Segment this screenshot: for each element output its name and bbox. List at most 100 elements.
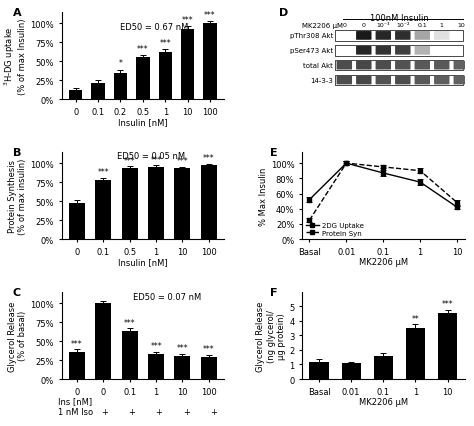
- Bar: [203, 24, 217, 100]
- Text: ***: ***: [442, 299, 453, 308]
- Bar: [335, 75, 463, 86]
- Text: ***: ***: [203, 344, 215, 353]
- 2DG Uptake: [418, 180, 423, 185]
- 2DG Uptake: [307, 198, 312, 203]
- FancyBboxPatch shape: [434, 76, 449, 85]
- Text: 10: 10: [457, 23, 465, 28]
- Protein Syn: [307, 218, 312, 223]
- Bar: [181, 30, 194, 100]
- Text: ***: ***: [124, 318, 136, 327]
- 2DG Uptake: [454, 205, 460, 210]
- Text: 1 nM Iso: 1 nM Iso: [58, 407, 93, 416]
- FancyBboxPatch shape: [395, 32, 410, 41]
- FancyBboxPatch shape: [375, 76, 391, 85]
- FancyBboxPatch shape: [375, 47, 391, 55]
- Bar: [148, 167, 164, 239]
- FancyBboxPatch shape: [415, 32, 430, 41]
- Bar: [69, 203, 85, 239]
- Text: ***: ***: [177, 157, 188, 166]
- Text: +: +: [128, 407, 135, 416]
- Text: 0: 0: [342, 23, 346, 28]
- Protein Syn: [418, 169, 423, 174]
- FancyBboxPatch shape: [375, 62, 391, 70]
- Line: Protein Syn: Protein Syn: [307, 161, 459, 223]
- Bar: [174, 169, 191, 239]
- Text: 10⁻³: 10⁻³: [376, 23, 390, 28]
- FancyBboxPatch shape: [415, 47, 430, 55]
- Bar: [69, 353, 85, 379]
- 2DG Uptake: [381, 171, 386, 176]
- Text: E: E: [270, 148, 277, 158]
- Text: 10⁻²: 10⁻²: [396, 23, 410, 28]
- FancyBboxPatch shape: [337, 76, 352, 85]
- Y-axis label: % Max Insulin: % Max Insulin: [259, 167, 268, 225]
- Text: 1: 1: [440, 23, 444, 28]
- Text: ***: ***: [204, 11, 216, 20]
- Text: *: *: [118, 59, 122, 68]
- FancyBboxPatch shape: [415, 76, 430, 85]
- FancyBboxPatch shape: [434, 32, 449, 41]
- Bar: [335, 61, 463, 71]
- Text: **: **: [411, 314, 419, 323]
- Line: 2DG Uptake: 2DG Uptake: [307, 161, 459, 210]
- Text: pSer473 Akt: pSer473 Akt: [290, 48, 333, 54]
- Bar: [335, 46, 463, 56]
- Text: +: +: [210, 407, 217, 416]
- Text: 14-3-3: 14-3-3: [310, 78, 333, 84]
- Bar: [310, 362, 328, 379]
- Y-axis label: $^3$H-DG uptake
(% of max Insulin): $^3$H-DG uptake (% of max Insulin): [3, 18, 27, 95]
- Text: 100nM Insulin: 100nM Insulin: [370, 14, 429, 23]
- Bar: [158, 53, 172, 100]
- FancyBboxPatch shape: [375, 32, 391, 41]
- Legend: 2DG Uptake, Protein Syn: 2DG Uptake, Protein Syn: [306, 223, 364, 236]
- Text: pThr308 Akt: pThr308 Akt: [290, 33, 333, 39]
- Text: +: +: [101, 407, 108, 416]
- Bar: [438, 314, 457, 379]
- Text: C: C: [13, 288, 21, 297]
- Bar: [342, 363, 361, 379]
- Text: ***: ***: [150, 155, 162, 164]
- Text: ***: ***: [159, 39, 171, 48]
- X-axis label: MK2206 μM: MK2206 μM: [359, 397, 408, 406]
- Text: ED50 = 0.67 nM: ED50 = 0.67 nM: [120, 23, 188, 32]
- Text: MK2206 μM: MK2206 μM: [302, 23, 343, 29]
- Text: ***: ***: [177, 344, 188, 353]
- Bar: [174, 357, 191, 379]
- FancyBboxPatch shape: [356, 76, 372, 85]
- Text: ***: ***: [203, 154, 215, 163]
- Text: ***: ***: [137, 45, 149, 54]
- FancyBboxPatch shape: [454, 62, 469, 70]
- Text: +: +: [155, 407, 163, 416]
- FancyBboxPatch shape: [395, 47, 410, 55]
- Y-axis label: Glycerol Release
(% of basal): Glycerol Release (% of basal): [8, 300, 27, 371]
- FancyBboxPatch shape: [356, 47, 372, 55]
- FancyBboxPatch shape: [454, 76, 469, 85]
- X-axis label: MK2206 μM: MK2206 μM: [359, 258, 408, 267]
- Text: ***: ***: [182, 16, 193, 25]
- Bar: [201, 166, 217, 239]
- Bar: [335, 31, 463, 42]
- Bar: [91, 83, 105, 100]
- Text: D: D: [279, 9, 289, 18]
- Bar: [95, 180, 111, 239]
- Bar: [374, 356, 393, 379]
- FancyBboxPatch shape: [337, 62, 352, 70]
- Bar: [406, 328, 425, 379]
- Text: A: A: [13, 9, 21, 18]
- Protein Syn: [381, 165, 386, 170]
- Y-axis label: Glycerol Release
(ng glycerol/
μg protein): Glycerol Release (ng glycerol/ μg protei…: [256, 300, 286, 371]
- X-axis label: Insulin [nM]: Insulin [nM]: [118, 118, 168, 127]
- FancyBboxPatch shape: [395, 76, 410, 85]
- Text: Ins [nM]: Ins [nM]: [58, 397, 92, 406]
- Text: ED50 = 0.05 nM: ED50 = 0.05 nM: [117, 152, 185, 161]
- FancyBboxPatch shape: [356, 32, 372, 41]
- Bar: [114, 73, 127, 100]
- Text: F: F: [270, 288, 277, 297]
- Bar: [122, 331, 137, 379]
- Protein Syn: [344, 161, 349, 166]
- Text: ***: ***: [98, 168, 109, 177]
- FancyBboxPatch shape: [415, 62, 430, 70]
- Text: +: +: [183, 407, 190, 416]
- Text: ***: ***: [124, 156, 136, 165]
- Text: ED50 = 0.07 nM: ED50 = 0.07 nM: [133, 292, 201, 301]
